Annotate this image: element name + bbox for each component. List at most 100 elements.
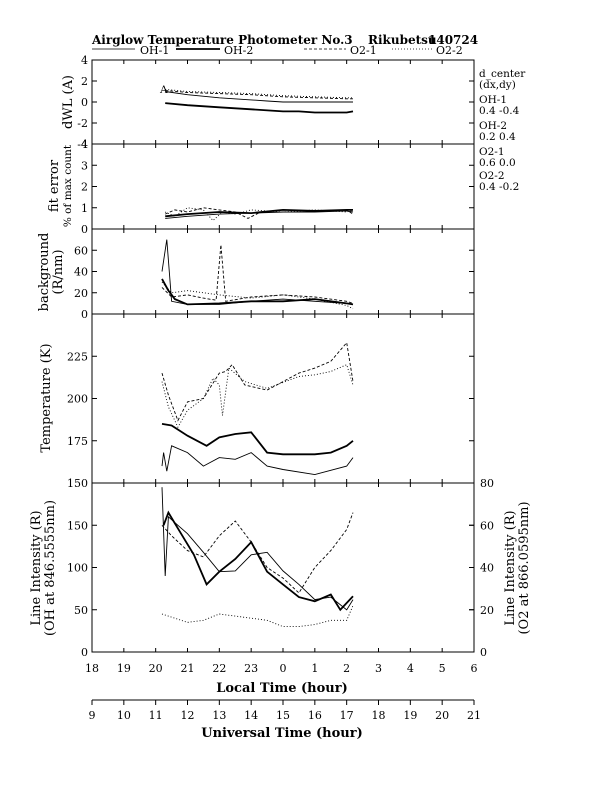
chart-title: Airglow Temperature Photometer No.3 <box>91 33 353 47</box>
ytick-label-temperature: 225 <box>67 350 88 363</box>
universal-time-tick-label: 17 <box>340 709 354 722</box>
ylabel-dwl: dWL (A) <box>61 75 76 129</box>
side-info-header: d_center <box>479 68 526 80</box>
ylabel-fit-unit: % of max count <box>62 144 74 227</box>
series-fit-o21 <box>165 207 354 219</box>
side-info-o21-name: O2-1 <box>479 146 505 158</box>
ytick-label-background: 60 <box>74 244 88 257</box>
series-fit-oh1 <box>165 210 354 219</box>
universal-time-tick-label: 14 <box>244 709 258 722</box>
series-background-oh1 <box>161 239 354 305</box>
ytick-label-dwl: 4 <box>81 54 88 67</box>
ticks-layer: 420-2-4432106040200225200175150150100500… <box>67 54 494 722</box>
y2tick-label-intensity: 0 <box>480 646 487 659</box>
ytick-label-temperature: 175 <box>67 435 88 448</box>
series-fit-oh2 <box>165 208 353 218</box>
local-time-tick-label: 21 <box>181 662 195 675</box>
legend: OH-1 OH-2 O2-1 O2-2 <box>92 44 463 57</box>
local-time-tick-label: 4 <box>407 662 414 675</box>
series-dwl-o22 <box>165 88 353 99</box>
local-time-tick-label: 19 <box>117 662 131 675</box>
y2tick-label-intensity: 20 <box>480 604 494 617</box>
ytick-label-temperature: 200 <box>67 393 88 406</box>
legend-label-oh1: OH-1 <box>140 44 169 57</box>
universal-time-tick-label: 15 <box>276 709 290 722</box>
series-intensity-oh2 <box>162 510 354 612</box>
series-temperature-oh1 <box>161 445 354 476</box>
side-info: d_center (dx,dy) OH-1 0.4 -0.4 OH-2 0.2 … <box>479 68 526 193</box>
ytick-label-background: 40 <box>74 266 88 279</box>
ytick-label-dwl: 2 <box>81 75 88 88</box>
date-label: 140724 <box>428 33 478 47</box>
series-temperature-o22 <box>161 364 354 429</box>
universal-time-tick-label: 21 <box>467 709 481 722</box>
panel-frame-fit <box>91 143 475 230</box>
ylabel-background: background <box>37 233 52 312</box>
series-dwl-oh1 <box>165 91 353 103</box>
y2tick-label-intensity: 80 <box>480 477 494 490</box>
y2tick-label-intensity: 60 <box>480 519 494 532</box>
local-time-tick-label: 5 <box>439 662 446 675</box>
universal-time-tick-label: 10 <box>117 709 131 722</box>
series-temperature-o21 <box>161 341 354 422</box>
series-background-oh2 <box>161 278 354 306</box>
ylabel-intensity-right-unit: (O2 at 866.0595nm) <box>517 501 532 634</box>
local-time-tick-label: 0 <box>280 662 287 675</box>
side-info-oh1-name: OH-1 <box>479 94 507 106</box>
ytick-label-fit: 1 <box>81 202 88 215</box>
legend-label-o22: O2-2 <box>436 44 463 57</box>
ytick-label-intensity: 0 <box>81 646 88 659</box>
y2tick-label-intensity: 40 <box>480 562 494 575</box>
local-time-tick-label: 6 <box>471 662 478 675</box>
ylabel-background-unit: (R/nm) <box>51 249 66 294</box>
side-info-o21-value: 0.6 0.0 <box>479 157 516 169</box>
local-time-tick-label: 3 <box>375 662 382 675</box>
ylabel-intensity-right: Line Intensity (R) <box>503 510 518 625</box>
ytick-label-intensity: 50 <box>74 604 88 617</box>
universal-time-tick-label: 11 <box>149 709 163 722</box>
side-info-subheader: (dx,dy) <box>479 79 516 91</box>
xlabel-local-time: Local Time (hour) <box>216 681 348 696</box>
local-time-tick-label: 2 <box>343 662 350 675</box>
ytick-label-background: 20 <box>74 287 88 300</box>
ytick-label-fit: 3 <box>81 159 88 172</box>
series-background-o21 <box>161 244 354 304</box>
local-time-tick-label: 22 <box>212 662 226 675</box>
ytick-label-temperature: 150 <box>67 477 88 490</box>
series-layer <box>161 88 354 628</box>
series-intensity-o22 <box>161 605 354 628</box>
ytick-label-background: 0 <box>81 308 88 321</box>
panel-frame-intensity <box>91 482 475 653</box>
universal-time-tick-label: 12 <box>181 709 195 722</box>
series-dwl-oh2 <box>165 102 354 114</box>
series-background-o22 <box>161 281 354 310</box>
series-dwl-o21 <box>165 90 353 100</box>
site-name: Rikubetsu <box>368 33 437 47</box>
ylabel-intensity-left-unit: (OH at 846.5555nm) <box>43 500 58 636</box>
ytick-label-fit: 4 <box>81 138 88 151</box>
local-time-tick-label: 18 <box>85 662 99 675</box>
ytick-label-fit: 0 <box>81 223 88 236</box>
universal-time-tick-label: 18 <box>372 709 386 722</box>
ytick-label-dwl: -4 <box>77 138 88 151</box>
ytick-label-fit: 2 <box>81 181 88 194</box>
series-fit-o22 <box>165 207 354 222</box>
universal-time-tick-label: 13 <box>212 709 226 722</box>
side-info-o22-name: O2-2 <box>479 170 505 182</box>
side-info-oh1-value: 0.4 -0.4 <box>479 105 520 117</box>
xlabel-universal-time: Universal Time (hour) <box>201 726 363 741</box>
ytick-label-intensity: 150 <box>67 519 88 532</box>
side-info-oh2-name: OH-2 <box>479 120 507 132</box>
ytick-label-dwl: 0 <box>81 96 88 109</box>
ylabel-intensity-left: Line Intensity (R) <box>29 510 44 625</box>
side-info-oh2-value: 0.2 0.4 <box>479 131 516 143</box>
universal-time-tick-label: 9 <box>89 709 96 722</box>
local-time-tick-label: 23 <box>244 662 258 675</box>
series-intensity-o21 <box>161 512 354 594</box>
legend-label-oh2: OH-2 <box>224 44 253 57</box>
universal-time-tick-label: 20 <box>435 709 449 722</box>
panel-frame-temperature <box>91 313 475 484</box>
local-time-tick-label: 1 <box>311 662 318 675</box>
series-temperature-oh2 <box>161 423 354 456</box>
